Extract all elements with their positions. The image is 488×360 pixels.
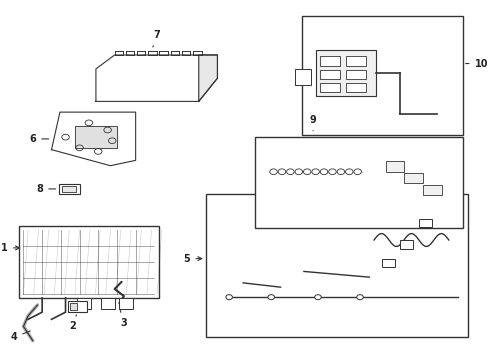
Text: 1: 1 [1,243,20,253]
Bar [119,298,133,309]
Bar [320,83,339,93]
Bar [381,258,394,267]
Text: 10: 10 [465,59,487,68]
Text: 4: 4 [11,331,30,342]
Bar [19,226,159,298]
Bar [418,219,431,227]
Text: 3: 3 [120,310,127,328]
Text: 7: 7 [153,30,160,47]
Circle shape [294,169,302,175]
Bar [346,83,365,93]
Circle shape [311,169,319,175]
Text: 6: 6 [29,134,49,144]
Circle shape [336,169,344,175]
Polygon shape [75,126,117,148]
Bar [320,57,339,66]
Circle shape [278,169,285,175]
Text: 5: 5 [183,253,202,264]
Circle shape [267,295,274,300]
Bar [320,69,339,79]
Circle shape [314,295,321,300]
Text: 2: 2 [69,315,76,332]
Circle shape [320,169,327,175]
Bar [315,50,376,96]
Bar [422,185,441,195]
Bar [399,240,412,249]
Polygon shape [51,112,135,166]
Bar [294,69,310,85]
Bar [346,69,365,79]
Circle shape [286,169,293,175]
Polygon shape [96,55,217,102]
Bar [59,184,80,194]
Circle shape [345,169,352,175]
Bar [101,298,114,309]
Bar [346,57,365,66]
Circle shape [303,169,310,175]
Circle shape [225,295,232,300]
Bar [70,303,77,310]
Bar [254,137,462,228]
Circle shape [356,295,363,300]
Circle shape [328,169,336,175]
Bar [385,161,404,172]
Bar [404,173,422,184]
Text: 9: 9 [309,115,316,131]
Bar [301,16,462,135]
Polygon shape [198,55,217,102]
Bar [77,298,91,309]
Bar [62,186,76,192]
Text: 8: 8 [36,184,56,194]
Bar [205,194,467,337]
Circle shape [353,169,361,175]
Bar [68,301,86,312]
Circle shape [269,169,277,175]
